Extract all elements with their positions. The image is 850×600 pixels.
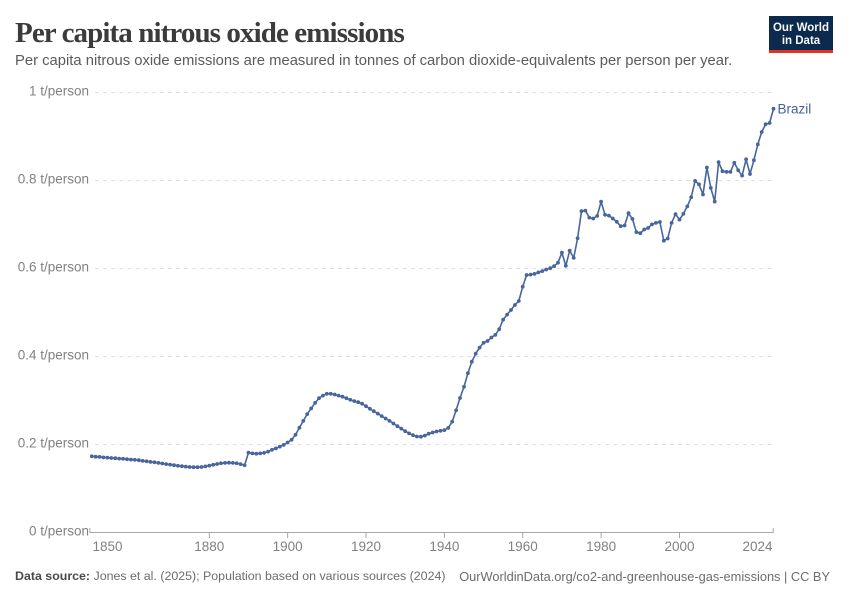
svg-text:2024: 2024 xyxy=(742,539,773,554)
svg-text:0 t/person: 0 t/person xyxy=(29,524,89,539)
svg-text:0.2 t/person: 0.2 t/person xyxy=(18,436,89,451)
svg-text:1900: 1900 xyxy=(273,539,303,554)
svg-text:0.4 t/person: 0.4 t/person xyxy=(18,348,89,363)
svg-text:0.8 t/person: 0.8 t/person xyxy=(18,172,89,187)
svg-text:1980: 1980 xyxy=(586,539,616,554)
svg-text:1940: 1940 xyxy=(429,539,459,554)
svg-text:1 t/person: 1 t/person xyxy=(29,84,89,99)
svg-text:2000: 2000 xyxy=(664,539,694,554)
svg-text:Brazil: Brazil xyxy=(778,102,812,117)
svg-text:1920: 1920 xyxy=(351,539,381,554)
svg-text:1960: 1960 xyxy=(508,539,538,554)
svg-text:1850: 1850 xyxy=(92,539,122,554)
svg-text:0.6 t/person: 0.6 t/person xyxy=(18,260,89,275)
svg-text:1880: 1880 xyxy=(194,539,224,554)
